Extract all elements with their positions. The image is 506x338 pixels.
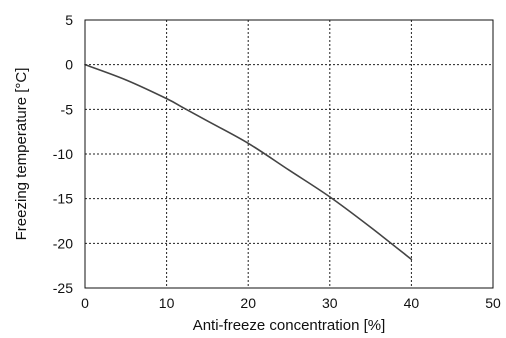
y-tick-label--5: -5 — [61, 101, 74, 117]
grid-lines — [85, 20, 493, 288]
y-axis-title: Freezing temperature [°C] — [13, 68, 30, 241]
plot-frame — [84, 19, 494, 289]
x-tick-label-30: 30 — [322, 295, 338, 311]
y-tick-label-5: 5 — [65, 12, 73, 28]
x-tick-label-0: 0 — [81, 295, 89, 311]
y-tick-label--25: -25 — [53, 280, 73, 296]
y-tick-label--20: -20 — [53, 235, 73, 251]
x-tick-label-50: 50 — [485, 295, 501, 311]
y-tick-label-0: 0 — [65, 57, 73, 73]
x-tick-label-10: 10 — [159, 295, 175, 311]
x-axis-title: Anti-freeze concentration [%] — [193, 317, 386, 334]
series-layer — [84, 63, 413, 261]
x-tick-label-40: 40 — [404, 295, 420, 311]
y-tick-label--15: -15 — [53, 191, 73, 207]
series-line-0 — [84, 63, 413, 261]
x-tick-label-20: 20 — [240, 295, 256, 311]
y-tick-label--10: -10 — [53, 146, 73, 162]
